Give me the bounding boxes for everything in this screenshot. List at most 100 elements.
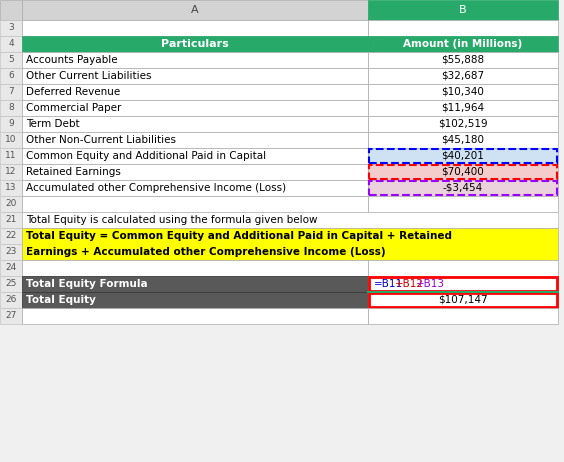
Text: Deferred Revenue: Deferred Revenue [26,87,120,97]
Bar [369,149,557,163]
Bar [368,18,558,20]
Bar [22,164,368,180]
Text: $40,201: $40,201 [442,151,484,161]
Bar [22,276,368,292]
Bar [0,180,22,196]
Bar [368,20,558,36]
Text: Common Equity and Additional Paid in Capital: Common Equity and Additional Paid in Cap… [26,151,266,161]
Text: $32,687: $32,687 [442,71,484,81]
Bar [368,132,558,148]
Bar [22,132,368,148]
Bar [22,20,368,36]
Text: 12: 12 [5,168,17,176]
Text: 20: 20 [5,200,17,208]
Text: Total Equity = Common Equity and Additional Paid in Capital + Retained: Total Equity = Common Equity and Additio… [26,231,452,241]
Bar [368,260,558,276]
Text: 27: 27 [5,311,17,321]
Text: $70,400: $70,400 [442,167,484,177]
Bar [0,52,22,68]
Bar [368,52,558,68]
Text: 25: 25 [5,280,17,288]
Bar [0,196,22,212]
Bar [369,165,557,179]
Text: $45,180: $45,180 [442,135,484,145]
Text: 5: 5 [8,55,14,65]
Text: 8: 8 [8,103,14,113]
Bar [0,0,22,20]
Bar [0,36,22,52]
Bar [0,164,22,180]
Bar [368,148,558,164]
Bar [0,148,22,164]
Text: B: B [459,5,467,15]
Bar [369,277,557,291]
Text: 4: 4 [8,39,14,49]
Text: 7: 7 [8,87,14,97]
Text: 24: 24 [6,263,16,273]
Bar [368,196,558,212]
Bar [368,68,558,84]
Bar [0,260,22,276]
Text: Accumulated other Comprehensive Income (Loss): Accumulated other Comprehensive Income (… [26,183,286,193]
Bar [22,228,558,260]
Bar [368,276,558,292]
Text: $55,888: $55,888 [442,55,484,65]
Bar [368,36,558,52]
Text: $11,964: $11,964 [442,103,484,113]
Bar [22,260,368,276]
Text: $102,519: $102,519 [438,119,488,129]
Bar [22,116,368,132]
Text: Total Equity: Total Equity [26,295,96,305]
Bar [369,293,557,307]
Text: 21: 21 [5,215,17,225]
Bar [368,292,558,308]
Bar [22,148,368,164]
Text: 3: 3 [8,24,14,32]
Bar [368,100,558,116]
Bar [0,212,22,228]
Bar [22,180,368,196]
Text: Retained Earnings: Retained Earnings [26,167,121,177]
Bar [22,68,368,84]
Text: A: A [191,5,199,15]
Text: Other Current Liabilities: Other Current Liabilities [26,71,152,81]
Text: +B12: +B12 [395,279,424,289]
Bar [0,292,22,308]
Text: Amount (in Millions): Amount (in Millions) [403,39,523,49]
Text: $10,340: $10,340 [442,87,484,97]
Text: 6: 6 [8,72,14,80]
Bar [22,292,368,308]
Bar [22,308,368,324]
Bar [22,0,368,20]
Bar [368,164,558,180]
Bar [0,68,22,84]
Bar [22,100,368,116]
Bar [0,228,22,244]
Text: Particulars: Particulars [161,39,229,49]
Text: Other Non-Current Liabilities: Other Non-Current Liabilities [26,135,176,145]
Bar [0,84,22,100]
Bar [368,84,558,100]
Text: 13: 13 [5,183,17,193]
Text: 22: 22 [6,231,16,241]
Bar [0,20,22,36]
Text: Total Equity Formula: Total Equity Formula [26,279,148,289]
Bar [22,196,368,212]
Bar [22,84,368,100]
Text: 26: 26 [5,296,17,304]
Text: Total Equity is calculated using the formula given below: Total Equity is calculated using the for… [26,215,318,225]
Bar [22,52,368,68]
Text: Commercial Paper: Commercial Paper [26,103,121,113]
Bar [368,0,558,20]
Bar [0,116,22,132]
Bar [368,180,558,196]
Text: 11: 11 [5,152,17,160]
Text: $107,147: $107,147 [438,295,488,305]
Bar [0,308,22,324]
Bar [22,212,558,228]
Bar [368,308,558,324]
Text: -$3,454: -$3,454 [443,183,483,193]
Bar [0,244,22,260]
Text: +B13: +B13 [416,279,444,289]
Text: Term Debt: Term Debt [26,119,80,129]
